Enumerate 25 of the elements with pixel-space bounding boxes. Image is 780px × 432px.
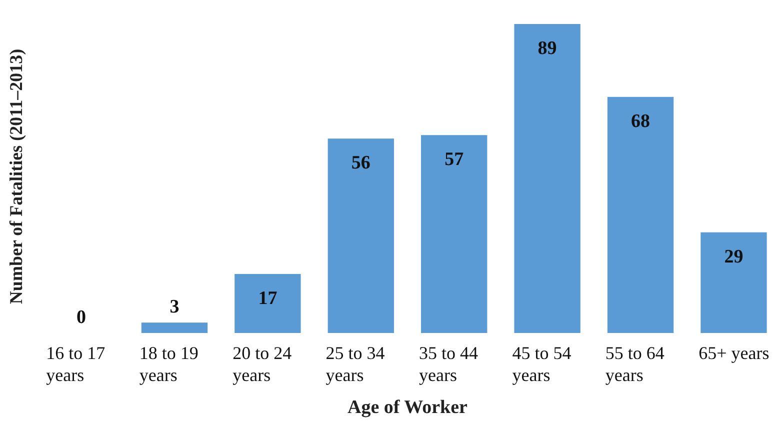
y-axis-title: Number of Fatalities (2011–2013) [6, 48, 26, 304]
data-label: 17 [258, 288, 278, 309]
data-label: 3 [170, 296, 180, 318]
data-label: 56 [351, 152, 370, 174]
x-tick-label: 16 to 17 years [46, 343, 106, 385]
bar [700, 232, 767, 333]
x-tick-label: 35 to 44 years [419, 343, 478, 385]
data-label: 89 [538, 38, 557, 59]
data-label: 29 [724, 246, 744, 268]
bar [514, 24, 580, 333]
bar [607, 96, 674, 333]
bar [141, 322, 208, 333]
x-tick-label: 55 to 64 years [605, 343, 664, 385]
x-tick-label: 65+ years [698, 343, 770, 363]
bar [328, 138, 394, 333]
x-axis-title: Age of Worker [348, 397, 468, 418]
x-tick-label: 25 to 34 years [326, 343, 385, 385]
data-label: 57 [444, 149, 464, 170]
data-label: 68 [631, 110, 650, 132]
data-label: 0 [76, 307, 86, 328]
bar [421, 135, 488, 333]
x-tick-label: 20 to 24 years [232, 343, 292, 385]
x-tick-label: 45 to 54 years [512, 343, 572, 385]
bar [234, 274, 301, 333]
x-tick-label: 18 to 19 years [139, 343, 198, 385]
